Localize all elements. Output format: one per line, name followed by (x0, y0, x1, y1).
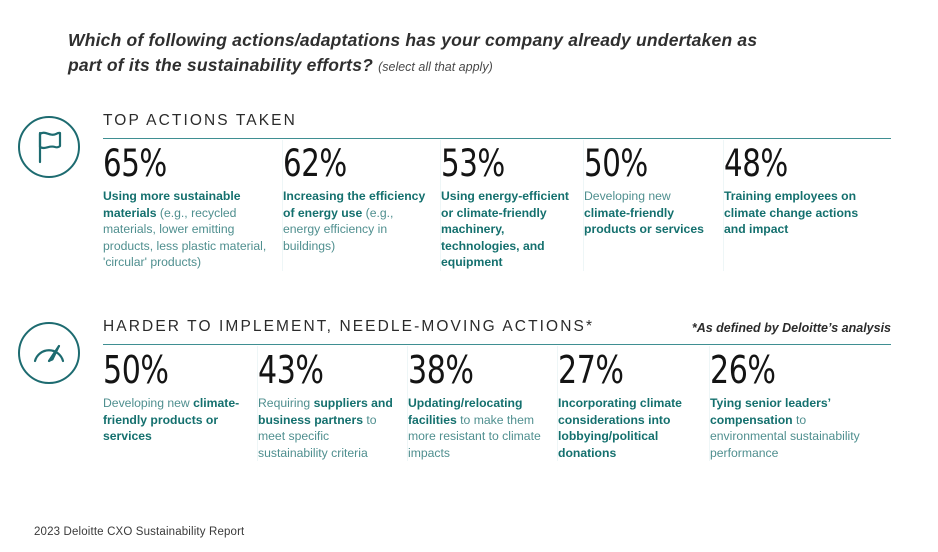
desc-bold: Using energy-efficient or climate-friend… (441, 188, 569, 270)
desc-rest: (e.g., energy efficiency in buildings) (283, 205, 394, 253)
title-line-2: part of its the sustainability efforts? … (68, 53, 908, 78)
stat-column: 50% Developing new climate-friendly prod… (584, 140, 724, 271)
desc-bold: Increasing the efficiency of energy use (283, 188, 426, 220)
desc-bold: Updating/relocating facilities (408, 396, 523, 427)
desc-bold: Using more sustainable materials (103, 188, 241, 220)
stat-percent: 38% (408, 348, 474, 392)
stat-percent: 50% (584, 142, 648, 185)
stat-description: Developing new climate-friendly products… (103, 395, 247, 445)
desc-pre: Developing new (584, 188, 671, 203)
section-header-top-actions: TOP ACTIONS TAKEN (103, 112, 891, 138)
stat-description: Using energy-efficient or climate-friend… (441, 188, 573, 271)
desc-rest: to environmental sustainability performa… (710, 412, 860, 460)
desc-bold: climate-friendly products or services (584, 205, 704, 237)
stat-description: Using more sustainable materials (e.g., … (103, 188, 272, 271)
title-line-2-text: part of its the sustainability efforts? (68, 55, 374, 76)
desc-pre: Requiring (258, 396, 314, 411)
stat-description: Tying senior leaders’ compensation to en… (710, 395, 860, 461)
stat-column: 48% Training employees on climate change… (724, 140, 889, 271)
stat-column: 62% Increasing the efficiency of energy … (283, 140, 441, 271)
stat-column: 38% Updating/relocating facilities to ma… (408, 346, 558, 462)
section-note: *As defined by Deloitte’s analysis (691, 321, 891, 335)
desc-bold: Incorporating climate considerations int… (558, 396, 682, 460)
stat-percent: 48% (724, 142, 788, 185)
stat-percent: 43% (258, 348, 324, 392)
stat-percent: 50% (103, 348, 169, 392)
stat-column: 50% Developing new climate-friendly prod… (103, 346, 258, 462)
desc-bold: Tying senior leaders’ compensation (710, 396, 831, 427)
desc-rest: (e.g., recycled materials, lower emittin… (103, 205, 267, 270)
desc-bold: climate-friendly products or services (103, 396, 240, 444)
stat-description: Developing new climate-friendly products… (584, 188, 713, 238)
footer-source: 2023 Deloitte CXO Sustainability Report (34, 526, 245, 538)
stat-description: Training employees on climate change act… (724, 188, 879, 238)
stat-columns: 50% Developing new climate-friendly prod… (103, 346, 893, 462)
stat-column: 65% Using more sustainable materials (e.… (103, 140, 283, 271)
stat-percent: 53% (441, 142, 505, 185)
desc-pre: Developing new (103, 396, 194, 411)
section-rule (103, 344, 891, 345)
stat-column: 43% Requiring suppliers and business par… (258, 346, 408, 462)
section-header-harder-actions: HARDER TO IMPLEMENT, NEEDLE-MOVING ACTIO… (103, 318, 891, 344)
gauge-icon (18, 322, 80, 384)
stat-percent: 65% (103, 142, 167, 185)
title-line-1: Which of following actions/adaptations h… (68, 30, 758, 50)
stat-column: 53% Using energy-efficient or climate-fr… (441, 140, 584, 271)
stat-percent: 26% (710, 348, 776, 392)
desc-rest: to make them more resistant to climate i… (408, 412, 541, 460)
stat-columns: 65% Using more sustainable materials (e.… (103, 140, 893, 271)
section-title: HARDER TO IMPLEMENT, NEEDLE-MOVING ACTIO… (103, 318, 595, 335)
stat-column: 27% Incorporating climate considerations… (558, 346, 710, 462)
stat-percent: 62% (283, 142, 347, 185)
desc-bold: suppliers and business partners (258, 396, 393, 427)
section-rule (103, 138, 891, 139)
section-title: TOP ACTIONS TAKEN (103, 112, 297, 129)
stat-description: Increasing the efficiency of energy use … (283, 188, 430, 254)
desc-rest: to meet specific sustainability criteria (258, 412, 377, 460)
stat-description: Incorporating climate considerations int… (558, 395, 699, 461)
stat-column: 26% Tying senior leaders’ compensation t… (710, 346, 870, 461)
flag-icon (18, 116, 80, 178)
stat-description: Updating/relocating facilities to make t… (408, 395, 547, 461)
title-note: (select all that apply) (378, 60, 493, 75)
stat-percent: 27% (558, 348, 624, 392)
page-title: Which of following actions/adaptations h… (68, 28, 908, 79)
desc-bold: Training employees on climate change act… (724, 188, 859, 237)
stat-description: Requiring suppliers and business partner… (258, 395, 397, 461)
